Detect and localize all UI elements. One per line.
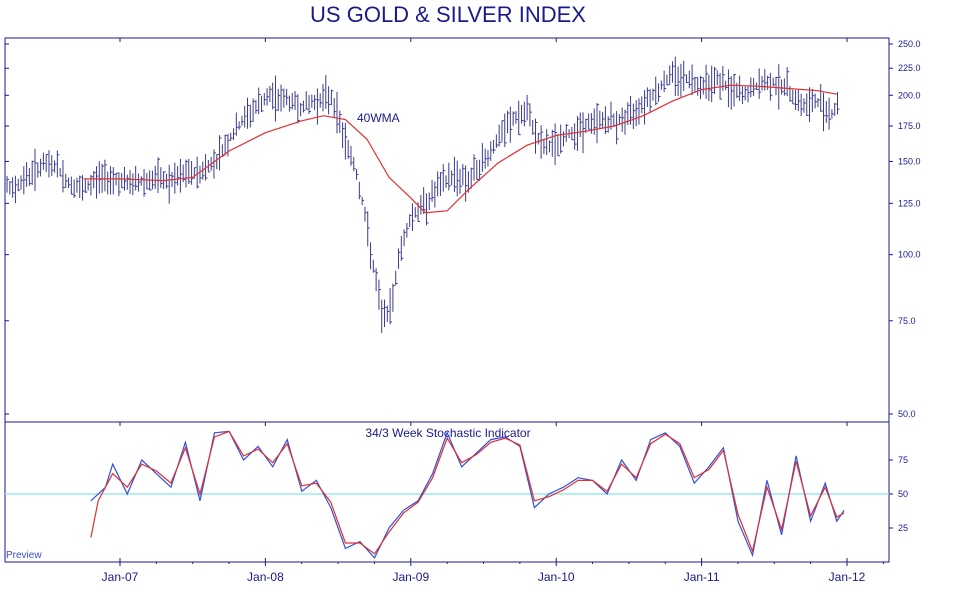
price-y-tick-label: 100.0 (898, 250, 921, 260)
stochastic-y-tick-label: 25 (898, 523, 908, 533)
price-y-tick-label: 150.0 (898, 156, 921, 166)
stochastic-y-tick-label: 50 (898, 489, 908, 499)
x-tick-label: Jan-12 (829, 570, 866, 584)
stochastic-d-line (90, 430, 845, 555)
ma-label: 40WMA (357, 111, 400, 125)
stochastic-y-tick-labels: 75 50 25 (889, 455, 908, 533)
price-y-tick-label: 175.0 (898, 121, 921, 131)
preview-label: Preview (6, 550, 42, 561)
price-y-tick-labels: 250.0 225.0 200.0 175.0 150.0 125.0 100.0 75.0 5… (898, 39, 921, 419)
price-bars (6, 56, 840, 334)
price-y-tick-label: 200.0 (898, 90, 921, 100)
x-tick-labels: Jan-07 Jan-08 Jan-09 Jan-10 Jan-11 Jan-12 (102, 38, 884, 584)
price-y-tick-label: 225.0 (898, 63, 921, 73)
stochastic-title: 34/3 Week Stochastic Indicator (365, 426, 530, 440)
price-y-tick-label: 250.0 (898, 39, 921, 49)
x-tick-label: Jan-08 (247, 570, 284, 584)
x-tick-label: Jan-09 (392, 570, 429, 584)
x-tick-label: Jan-11 (684, 570, 720, 584)
stochastic-y-tick-label: 75 (898, 455, 908, 465)
price-y-tick-label: 125.0 (898, 198, 921, 208)
price-y-tick-label: 50.0 (898, 409, 916, 419)
x-tick-label: Jan-07 (102, 570, 139, 584)
ma-40w-line (83, 84, 837, 214)
x-tick-label: Jan-10 (538, 570, 575, 584)
chart-title: US GOLD & SILVER INDEX (310, 2, 586, 27)
price-gridlines (5, 43, 893, 415)
price-y-tick-label: 75.0 (898, 316, 916, 326)
